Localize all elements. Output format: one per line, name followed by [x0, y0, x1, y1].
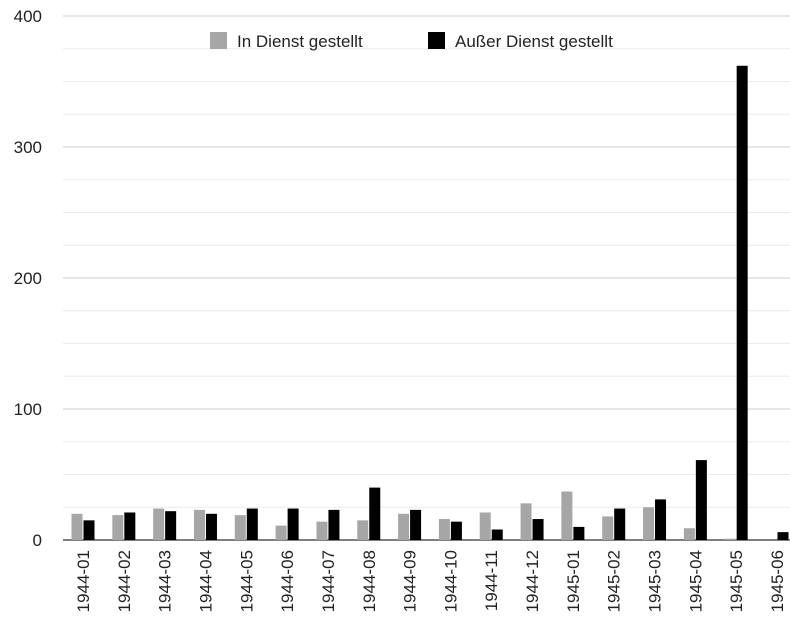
- bar-in-dienst: [275, 525, 287, 540]
- bar-ausser-dienst: [695, 460, 707, 540]
- bar-ausser-dienst: [777, 532, 789, 540]
- bar-ausser-dienst: [655, 499, 667, 540]
- y-tick-label: 100: [14, 400, 42, 419]
- x-tick-label: 1944-01: [74, 550, 93, 612]
- bar-ausser-dienst: [369, 487, 381, 540]
- x-tick-label: 1944-02: [115, 550, 134, 612]
- x-tick-label: 1944-07: [319, 550, 338, 612]
- bar-ausser-dienst: [328, 509, 340, 540]
- x-tick-label: 1945-04: [686, 550, 705, 612]
- x-tick-label: 1944-03: [156, 550, 175, 612]
- legend-swatch-ausser-dienst: [428, 32, 445, 49]
- y-tick-label: 300: [14, 138, 42, 157]
- bar-in-dienst: [724, 538, 736, 540]
- x-tick-label: 1945-02: [605, 550, 624, 612]
- bar-ausser-dienst: [165, 511, 177, 540]
- x-tick-label: 1945-03: [646, 550, 665, 612]
- bar-in-dienst: [398, 513, 410, 540]
- bar-in-dienst: [357, 520, 369, 540]
- bar-ausser-dienst: [614, 508, 626, 540]
- y-axis: 0 100 200 300 400: [14, 7, 42, 550]
- y-tick-label: 0: [33, 531, 42, 550]
- x-tick-label: 1944-04: [196, 550, 215, 612]
- bar-ausser-dienst: [246, 508, 258, 540]
- bar-ausser-dienst: [532, 519, 544, 540]
- bar-in-dienst: [438, 519, 450, 540]
- bar-in-dienst: [643, 507, 655, 540]
- x-tick-label: 1945-05: [727, 550, 746, 612]
- bar-in-dienst: [234, 515, 246, 540]
- bar-ausser-dienst: [205, 513, 217, 540]
- bar-ausser-dienst: [736, 65, 748, 540]
- bar-in-dienst: [520, 503, 532, 540]
- x-tick-label: 1944-11: [482, 550, 501, 611]
- bar-in-dienst: [602, 516, 614, 540]
- gridlines: [63, 15, 790, 541]
- x-tick-label: 1944-08: [360, 550, 379, 612]
- bar-in-dienst: [479, 512, 491, 540]
- x-axis: 1944-01 1944-02 1944-03 1944-04 1944-05 1944-…: [74, 550, 787, 612]
- bars: [71, 65, 789, 540]
- x-tick-label: 1944-12: [523, 550, 542, 612]
- x-tick-label: 1944-06: [278, 550, 297, 612]
- x-tick-label: 1944-09: [401, 550, 420, 612]
- bar-ausser-dienst: [573, 526, 585, 540]
- legend-label-ausser-dienst: Außer Dienst gestellt: [455, 32, 613, 51]
- bar-ausser-dienst: [450, 521, 462, 540]
- y-tick-label: 200: [14, 269, 42, 288]
- x-tick-label: 1944-05: [237, 550, 256, 612]
- bar-ausser-dienst: [287, 508, 299, 540]
- bar-in-dienst: [683, 528, 695, 540]
- bar-ausser-dienst: [410, 509, 422, 540]
- bar-in-dienst: [153, 508, 165, 540]
- bar-in-dienst: [561, 491, 573, 540]
- legend-label-in-dienst: In Dienst gestellt: [237, 32, 363, 51]
- bar-ausser-dienst: [491, 529, 503, 540]
- bar-in-dienst: [71, 513, 83, 540]
- y-tick-label: 400: [14, 7, 42, 26]
- x-tick-label: 1944-10: [441, 550, 460, 612]
- bar-in-dienst: [112, 515, 124, 540]
- bar-ausser-dienst: [124, 512, 136, 540]
- legend-swatch-in-dienst: [210, 32, 227, 49]
- bar-in-dienst: [193, 509, 205, 540]
- legend: In Dienst gestellt Außer Dienst gestellt: [210, 32, 613, 51]
- x-tick-label: 1945-06: [768, 550, 787, 612]
- x-tick-label: 1945-01: [564, 550, 583, 612]
- bar-ausser-dienst: [83, 520, 95, 540]
- bar-in-dienst: [316, 521, 328, 540]
